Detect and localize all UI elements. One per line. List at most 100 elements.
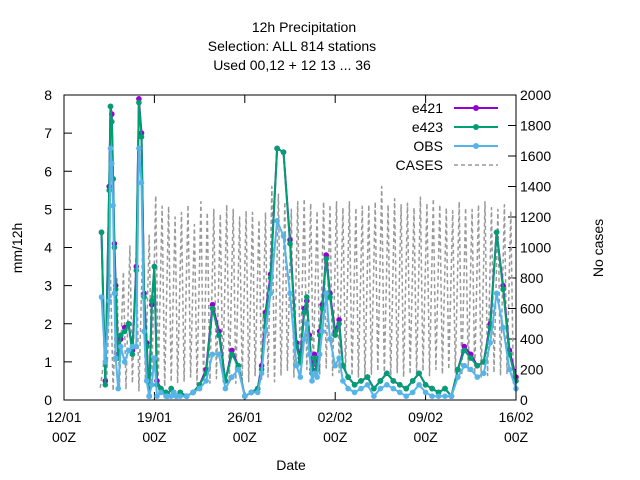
data-point-e423 (274, 145, 280, 152)
data-point-obs (196, 385, 203, 392)
data-point-obs (429, 393, 435, 400)
data-point-e423 (287, 240, 293, 247)
y-tick-label: 2 (44, 316, 52, 332)
data-point-obs (254, 389, 261, 396)
data-point-obs (248, 389, 255, 396)
data-point-obs (209, 351, 216, 358)
y2-tick-label: 400 (520, 331, 544, 347)
data-point-e423 (280, 149, 287, 155)
legend-label-cases: CASES (396, 157, 443, 173)
data-point-obs (190, 389, 196, 396)
data-point-obs (235, 366, 242, 373)
x-tick-date: 09/02 (408, 409, 443, 425)
data-point-e423 (102, 382, 109, 388)
data-point-e423 (351, 382, 358, 388)
data-point-e423 (129, 351, 136, 358)
data-point-obs (506, 366, 513, 373)
data-point-obs (442, 393, 448, 400)
data-point-obs (480, 370, 487, 377)
data-point-obs (487, 340, 494, 346)
data-point-obs (304, 321, 310, 327)
y2-tick-label: 1200 (520, 209, 551, 225)
data-point-e423 (149, 298, 155, 304)
data-point-obs (461, 362, 468, 369)
data-point-obs (158, 389, 164, 396)
data-point-obs (109, 160, 115, 167)
y-tick-label: 7 (44, 125, 52, 141)
data-point-obs (358, 385, 364, 392)
data-point-obs (110, 202, 116, 209)
data-point-obs (125, 347, 132, 354)
y-tick-label: 5 (44, 201, 52, 217)
data-point-obs (403, 393, 410, 400)
data-point-obs (345, 385, 351, 392)
y2-tick-label: 2000 (520, 87, 551, 103)
y-tick-label: 8 (44, 87, 52, 103)
x-tick-date: 26/01 (227, 409, 262, 425)
y2-tick-label: 800 (520, 270, 544, 286)
x-tick-time: 00Z (504, 429, 529, 445)
data-point-e423 (403, 385, 410, 392)
data-point-obs (327, 336, 333, 342)
x-tick-time: 00Z (323, 429, 348, 445)
data-point-obs (216, 351, 222, 358)
title-line-2: Selection: ALL 814 stations (208, 38, 376, 54)
x-tick-time: 00Z (142, 429, 167, 445)
legend-marker-e423 (473, 124, 479, 130)
data-point-obs (98, 294, 105, 300)
data-point-e423 (416, 370, 422, 377)
data-point-obs (351, 389, 358, 396)
data-point-obs (287, 290, 293, 297)
y2-tick-label: 1000 (520, 240, 551, 256)
y-tick-label: 0 (44, 392, 52, 408)
data-point-obs (319, 328, 326, 335)
data-point-obs (448, 393, 455, 400)
data-point-obs (416, 382, 422, 388)
data-point-e423 (323, 256, 330, 262)
data-point-e423 (209, 305, 216, 312)
data-point-e421 (336, 317, 342, 323)
data-point-obs (316, 351, 323, 358)
data-point-e423 (397, 382, 403, 388)
y2-tick-label: 1600 (520, 148, 551, 164)
x-tick-date: 19/01 (137, 409, 172, 425)
data-point-e423 (429, 385, 435, 392)
data-point-e423 (358, 378, 364, 384)
series-layer (98, 96, 519, 400)
data-point-e423 (422, 382, 429, 388)
legend-label-e423: e423 (412, 119, 443, 135)
data-point-obs (297, 374, 304, 380)
data-point-e423 (336, 321, 342, 327)
data-point-obs (435, 393, 442, 400)
data-point-e423 (493, 229, 500, 236)
data-point-e423 (390, 378, 397, 384)
data-point-e423 (304, 294, 310, 300)
data-point-obs (242, 393, 248, 400)
y2-tick-label: 600 (520, 301, 544, 317)
y2-axis-label: No cases (590, 219, 606, 277)
data-point-obs (149, 382, 155, 388)
data-point-obs (111, 290, 118, 297)
y2-tick-label: 0 (520, 392, 528, 408)
data-point-obs (136, 145, 142, 152)
data-point-obs (129, 343, 136, 350)
data-point-obs (177, 393, 183, 400)
x-tick-date: 12/01 (46, 409, 81, 425)
legend-marker-e421 (473, 105, 479, 111)
data-point-obs (115, 385, 121, 392)
data-point-obs (274, 218, 280, 224)
y-tick-label: 4 (44, 240, 52, 256)
data-point-obs (151, 355, 158, 361)
y-tick-label: 6 (44, 163, 52, 179)
data-point-obs (133, 343, 140, 350)
data-point-e423 (327, 294, 333, 300)
data-point-e423 (107, 103, 114, 110)
axes: 0 1 2 3 4 5 6 7 8 0 200 400 600 800 1000 1200 1400 1600 18… (44, 87, 551, 445)
data-point-obs (455, 374, 461, 380)
data-point-obs (340, 378, 346, 384)
data-point-obs (183, 393, 190, 400)
y2-tick-label: 200 (520, 362, 544, 378)
data-point-obs (154, 393, 160, 400)
data-point-e423 (98, 229, 105, 236)
